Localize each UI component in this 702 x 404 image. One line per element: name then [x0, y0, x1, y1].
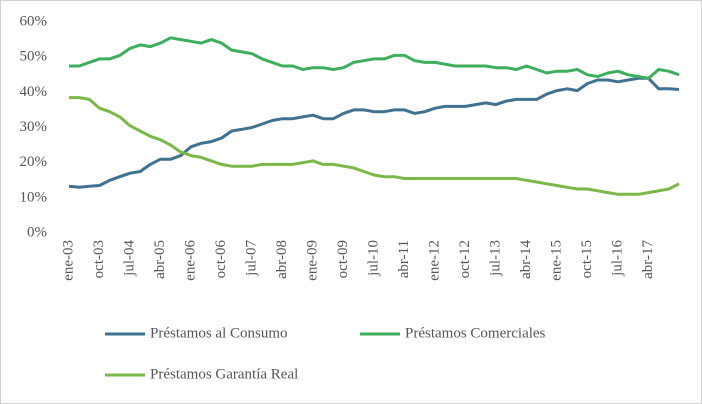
- x-tick-label: jul-04: [121, 240, 137, 277]
- x-tick-label: oct-06: [213, 240, 229, 279]
- legend-label: Préstamos Comerciales: [405, 325, 546, 341]
- legend-label: Préstamos Garantía Real: [150, 366, 298, 382]
- y-tick-label: 50%: [20, 49, 48, 65]
- x-tick-label: jul-13: [487, 240, 503, 277]
- x-tick-label: abr-08: [274, 240, 290, 279]
- y-tick-label: 10%: [20, 189, 48, 205]
- x-tick-label: ene-03: [60, 240, 76, 281]
- x-tick-label: oct-09: [335, 240, 351, 278]
- x-tick-label: oct-12: [457, 240, 473, 278]
- y-tick-label: 20%: [20, 154, 48, 170]
- x-tick-label: ene-12: [426, 240, 442, 281]
- x-tick-label: abr-14: [518, 240, 534, 279]
- x-tick-label: ene-15: [548, 240, 564, 281]
- x-tick-label: ene-06: [182, 240, 198, 281]
- series-line: [68, 76, 680, 189]
- y-tick-label: 60%: [20, 13, 48, 29]
- x-tick-label: abr-11: [396, 240, 412, 278]
- x-tick-label: jul-16: [609, 240, 625, 277]
- y-tick-label: 0%: [27, 224, 47, 240]
- series-line: [69, 96, 680, 196]
- series-line: [69, 36, 680, 80]
- x-tick-label: oct-03: [91, 240, 107, 278]
- x-tick-label: jul-07: [243, 240, 259, 277]
- x-tick-label: jul-10: [365, 240, 381, 277]
- y-tick-label: 30%: [20, 119, 48, 135]
- y-tick-label: 40%: [20, 84, 48, 100]
- x-tick-label: ene-09: [304, 240, 320, 281]
- x-tick-label: abr-05: [152, 240, 168, 279]
- legend-label: Préstamos al Consumo: [150, 325, 288, 341]
- x-tick-label: abr-17: [640, 240, 656, 279]
- x-tick-label: oct-15: [579, 240, 595, 278]
